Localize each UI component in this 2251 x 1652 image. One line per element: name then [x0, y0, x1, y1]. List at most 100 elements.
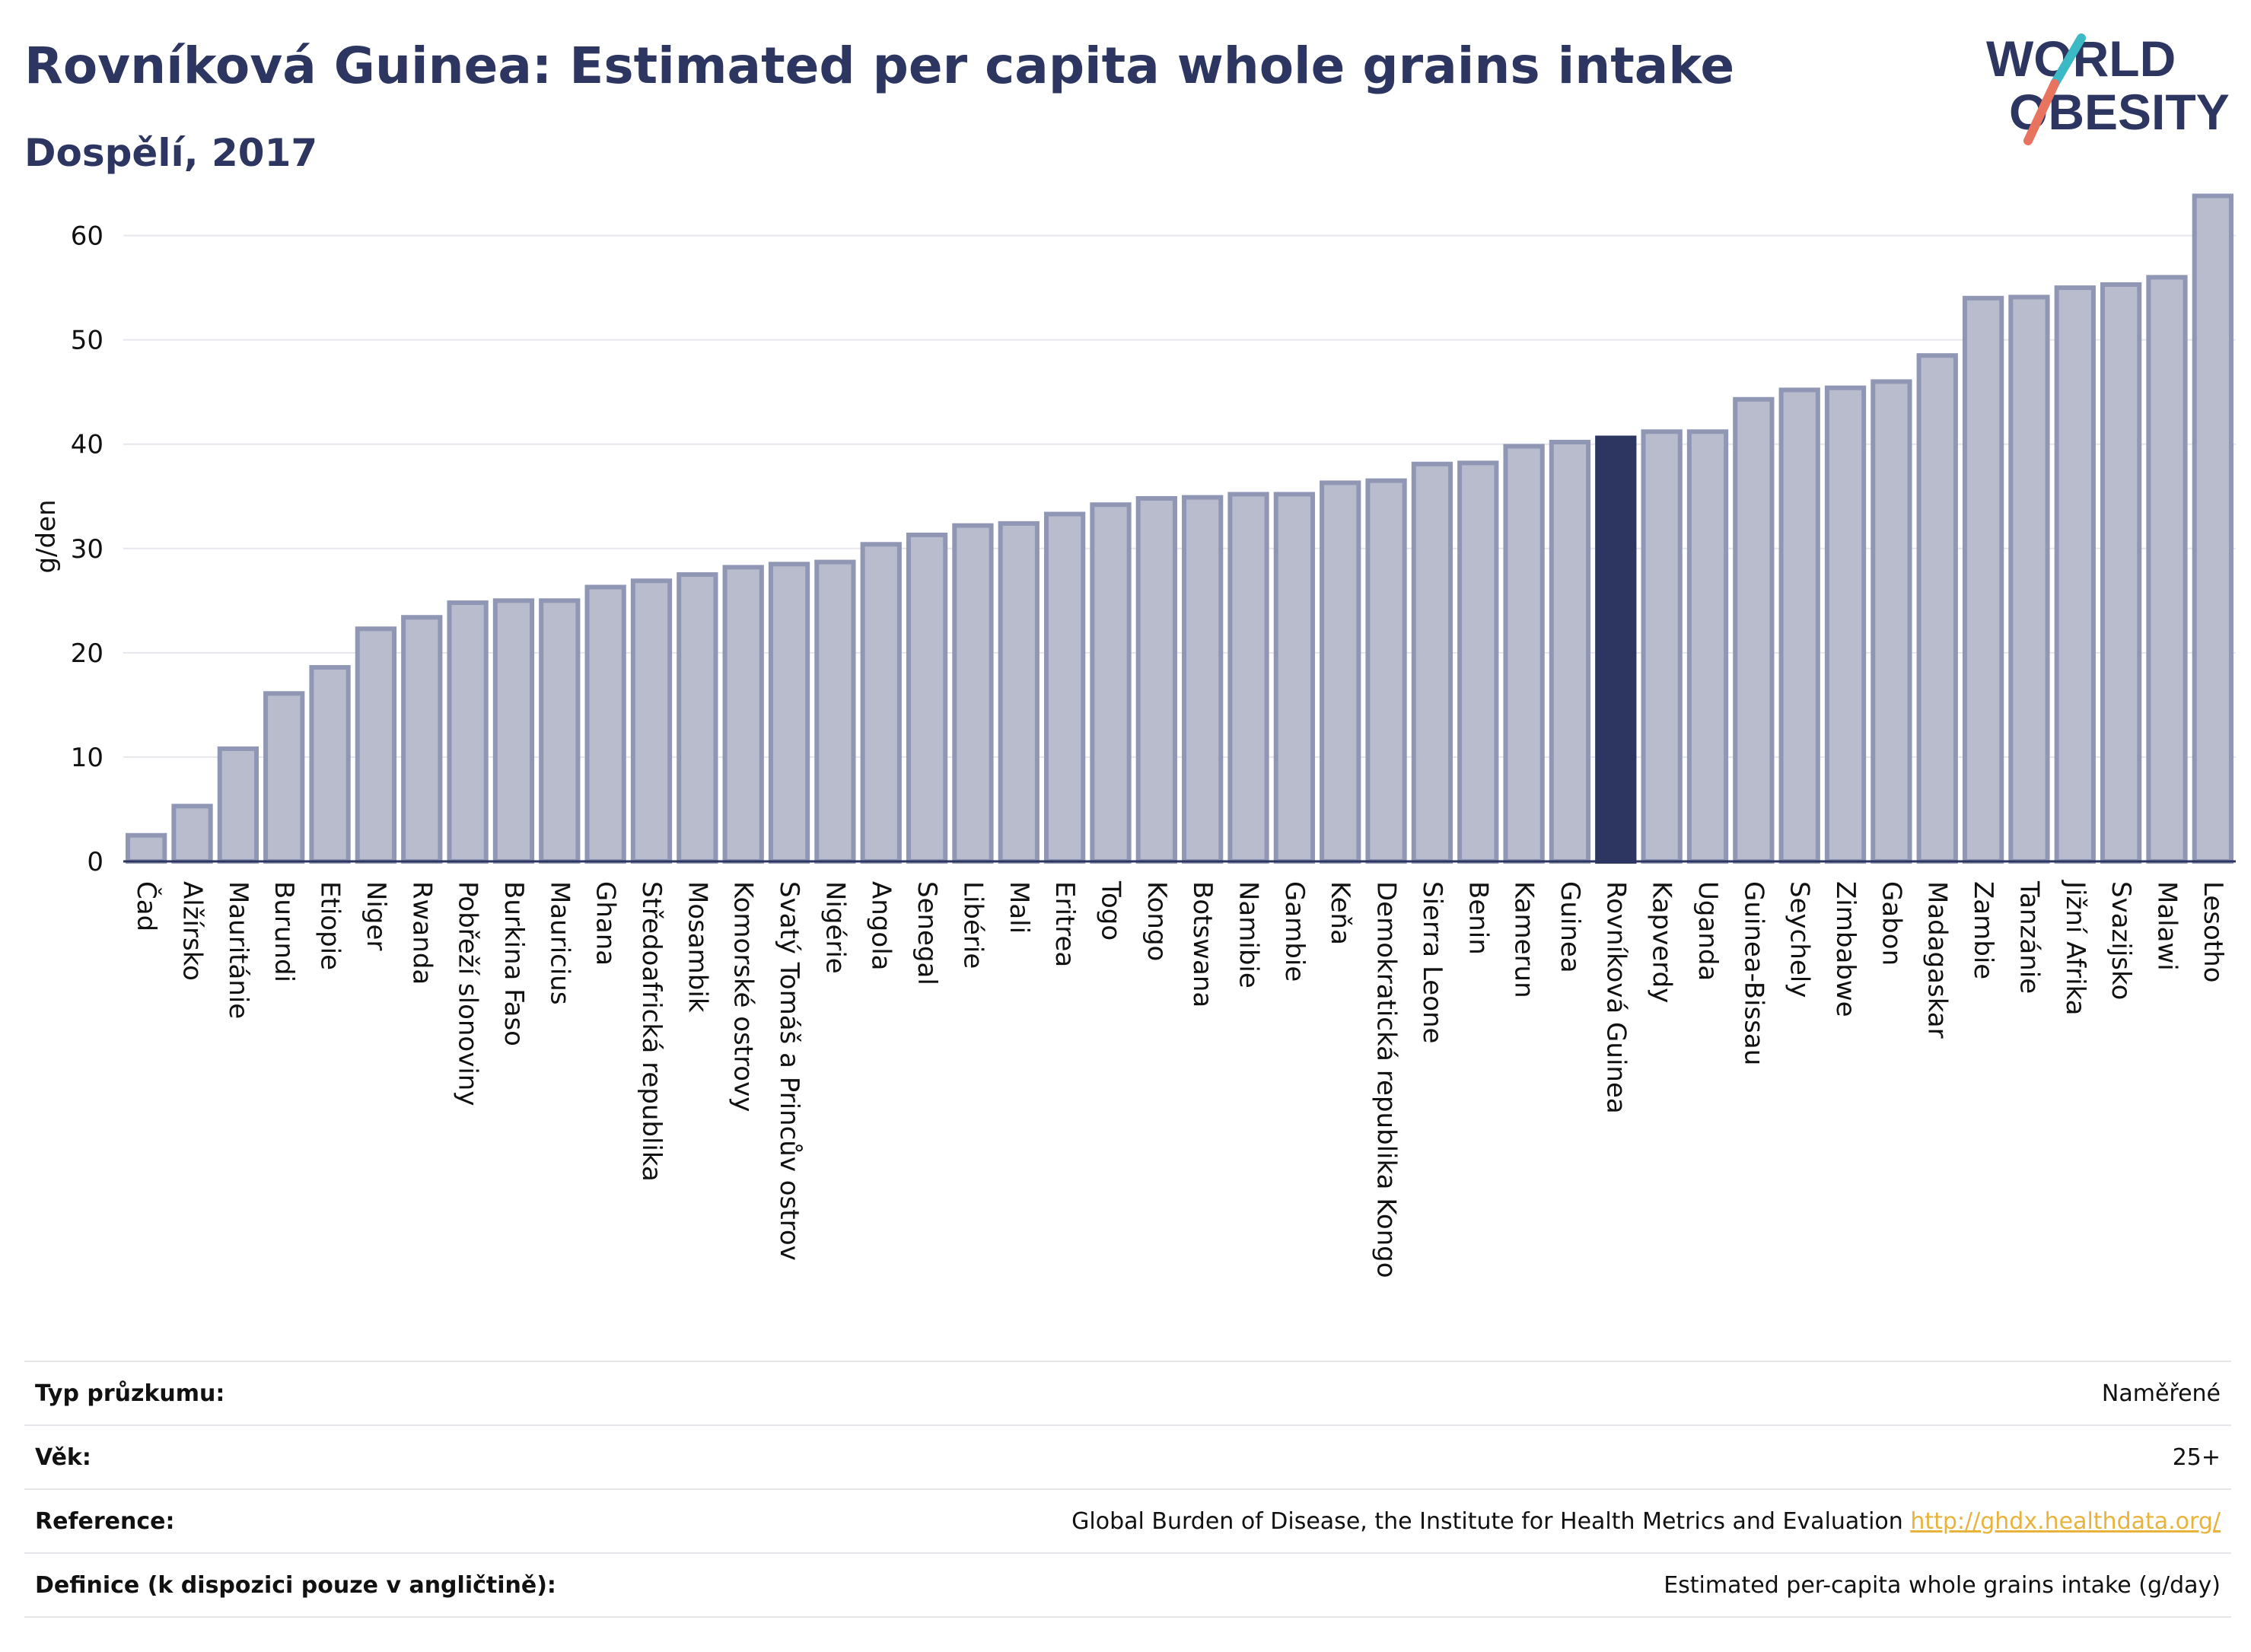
x-tick-label: Lesotho: [2198, 881, 2228, 982]
logo-slash-coral: [2023, 79, 2059, 145]
y-tick-label: 10: [71, 743, 103, 773]
x-tick-label: Rwanda: [406, 881, 437, 985]
bar: [171, 804, 213, 864]
x-tick-label: Guinea: [1555, 881, 1585, 973]
bar: [2054, 285, 2096, 864]
x-tick-label: Togo: [1095, 880, 1126, 941]
bar: [1962, 295, 2004, 864]
age-value: 25+: [2172, 1444, 2221, 1471]
x-tick-label: Tanzánie: [2014, 880, 2044, 994]
info-row-survey: Typ průzkumu: Naměřené: [24, 1361, 2231, 1424]
y-tick-label: 0: [87, 847, 103, 877]
definition-value: Estimated per-capita whole grains intake…: [1664, 1571, 2221, 1599]
bar: [2100, 282, 2142, 864]
x-tick-label: Svazijsko: [2106, 881, 2136, 1000]
bar: [1916, 353, 1958, 864]
x-tick-label: Svatý Tomáš a Princův ostrov: [774, 881, 804, 1261]
x-tick-label: Niger: [361, 881, 391, 950]
definition-label: Definice (k dispozici pouze v angličtině…: [35, 1571, 556, 1599]
x-tick-label: Kapverdy: [1647, 881, 1677, 1003]
x-tick-label: Středoafrická republika: [636, 881, 667, 1182]
bar: [492, 598, 535, 864]
bar: [401, 615, 443, 864]
x-tick-label: Kongo: [1141, 881, 1172, 961]
bar: [1824, 385, 1867, 864]
x-tick-label: Nigérie: [820, 881, 850, 974]
bar: [447, 600, 489, 864]
bar: [2008, 294, 2050, 864]
x-tick-label: Kamerun: [1509, 881, 1539, 998]
x-tick-label: Demokratická republika Kongo: [1371, 881, 1402, 1278]
x-tick-label: Namibie: [1234, 881, 1264, 988]
x-tick-label: Madagaskar: [1922, 881, 1953, 1039]
x-tick-label: Alžírsko: [177, 881, 208, 981]
x-tick-label: Etiopie: [315, 881, 345, 970]
chart-subtitle: Dospělí, 2017: [24, 131, 318, 175]
bar: [355, 626, 397, 864]
x-tick-label: Guinea-Bissau: [1738, 881, 1769, 1065]
bar-chart: 0 10 20 30 40 50 60 Čad Alžírsko Mauritánie Burun…: [31, 193, 2236, 1278]
bar: [1182, 495, 1224, 864]
x-tick-label: Zambie: [1968, 881, 1998, 979]
bar: [1135, 495, 1177, 864]
bar: [539, 598, 581, 864]
bar: [1778, 387, 1820, 864]
reference-value: Global Burden of Disease, the Institute …: [1071, 1508, 2231, 1535]
x-tick-label: Libérie: [957, 881, 988, 969]
reference-link[interactable]: http://ghdx.healthdata.org/: [1910, 1507, 2221, 1535]
bar: [126, 832, 167, 864]
x-tick-label: Gambie: [1279, 881, 1310, 982]
bar: [1733, 396, 1775, 864]
bar: [2192, 193, 2233, 864]
bar: [677, 572, 718, 864]
bar: [860, 542, 902, 864]
x-tick-label: Komorské ostrovy: [728, 881, 759, 1112]
x-tick-label: Malawi: [2151, 881, 2182, 971]
survey-label: Typ průzkumu:: [35, 1380, 225, 1407]
category-labels: Čad Alžírsko Mauritánie Burundi Etiopie Niger…: [131, 880, 2228, 1278]
x-tick-label: Angola: [866, 881, 896, 970]
bar: [952, 523, 994, 864]
x-tick-label: Gabon: [1876, 881, 1906, 966]
x-tick-label: Jižní Afrika: [2060, 880, 2090, 1016]
y-tick-label: 30: [71, 534, 103, 565]
bar: [1227, 492, 1269, 864]
chart-title: Rovníková Guinea: Estimated per capita w…: [24, 37, 1735, 95]
x-tick-label: Mali: [1004, 881, 1034, 934]
info-row-reference: Reference: Global Burden of Disease, the…: [24, 1488, 2231, 1552]
bar: [1320, 480, 1361, 864]
x-tick-label: Keňa: [1325, 881, 1355, 945]
x-tick-label: Burundi: [269, 881, 299, 982]
x-tick-label: Botswana: [1187, 881, 1218, 1007]
bar: [768, 562, 810, 864]
world-obesity-logo: WORLD OBESITY: [1986, 30, 2230, 145]
info-row-age: Věk: 25+: [24, 1424, 2231, 1488]
x-tick-label: Benin: [1463, 881, 1493, 955]
bar: [309, 665, 351, 864]
x-tick-label: Seychely: [1785, 881, 1815, 998]
x-tick-label: Burkina Faso: [498, 881, 529, 1046]
x-tick-label: Ghana: [591, 881, 621, 966]
y-tick-label: 50: [71, 326, 103, 356]
bar: [2146, 275, 2188, 864]
info-row-definition: Definice (k dispozici pouze v angličtině…: [24, 1552, 2231, 1618]
survey-value: Naměřené: [2101, 1380, 2221, 1407]
bar: [1871, 379, 1912, 864]
bar: [1503, 444, 1545, 864]
bar: [217, 746, 259, 864]
x-tick-label: Pobřeží slonoviny: [453, 881, 483, 1106]
bar: [998, 520, 1040, 864]
bar: [1090, 502, 1132, 864]
bar: [263, 691, 305, 864]
bar: [1365, 478, 1407, 864]
bar: [584, 584, 626, 864]
logo-slash-teal: [2050, 33, 2086, 88]
age-label: Věk:: [35, 1444, 91, 1471]
bars: [126, 193, 2233, 864]
reference-label: Reference:: [35, 1507, 175, 1535]
y-tick-label: 40: [71, 430, 103, 460]
x-tick-label: Rovníková Guinea: [1600, 881, 1631, 1114]
x-tick-label: Uganda: [1692, 881, 1723, 981]
y-axis-label: g/den: [31, 499, 62, 573]
bar: [1686, 429, 1729, 864]
